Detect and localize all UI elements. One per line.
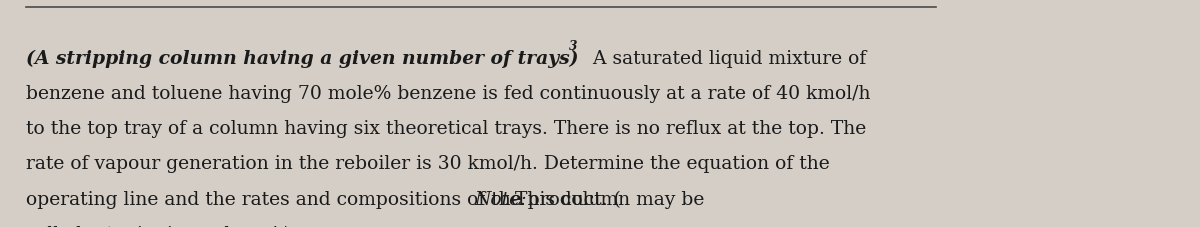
Text: to the top tray of a column having six theoretical trays. There is no reflux at : to the top tray of a column having six t…	[26, 120, 866, 138]
Text: A saturated liquid mixture of: A saturated liquid mixture of	[581, 50, 866, 68]
Text: This column may be: This column may be	[510, 191, 704, 209]
Text: Note:: Note:	[474, 191, 527, 209]
Text: operating line and the rates and compositions of the product. (: operating line and the rates and composi…	[26, 191, 622, 209]
Text: 3: 3	[569, 40, 577, 53]
Text: called a ‘stripping column’.): called a ‘stripping column’.)	[26, 226, 292, 227]
Text: rate of vapour generation in the reboiler is 30 kmol/h. Determine the equation o: rate of vapour generation in the reboile…	[26, 155, 830, 173]
Text: (A stripping column having a given number of trays): (A stripping column having a given numbe…	[26, 50, 578, 68]
Text: benzene and toluene having 70 mole% benzene is fed continuously at a rate of 40 : benzene and toluene having 70 mole% benz…	[26, 85, 871, 103]
